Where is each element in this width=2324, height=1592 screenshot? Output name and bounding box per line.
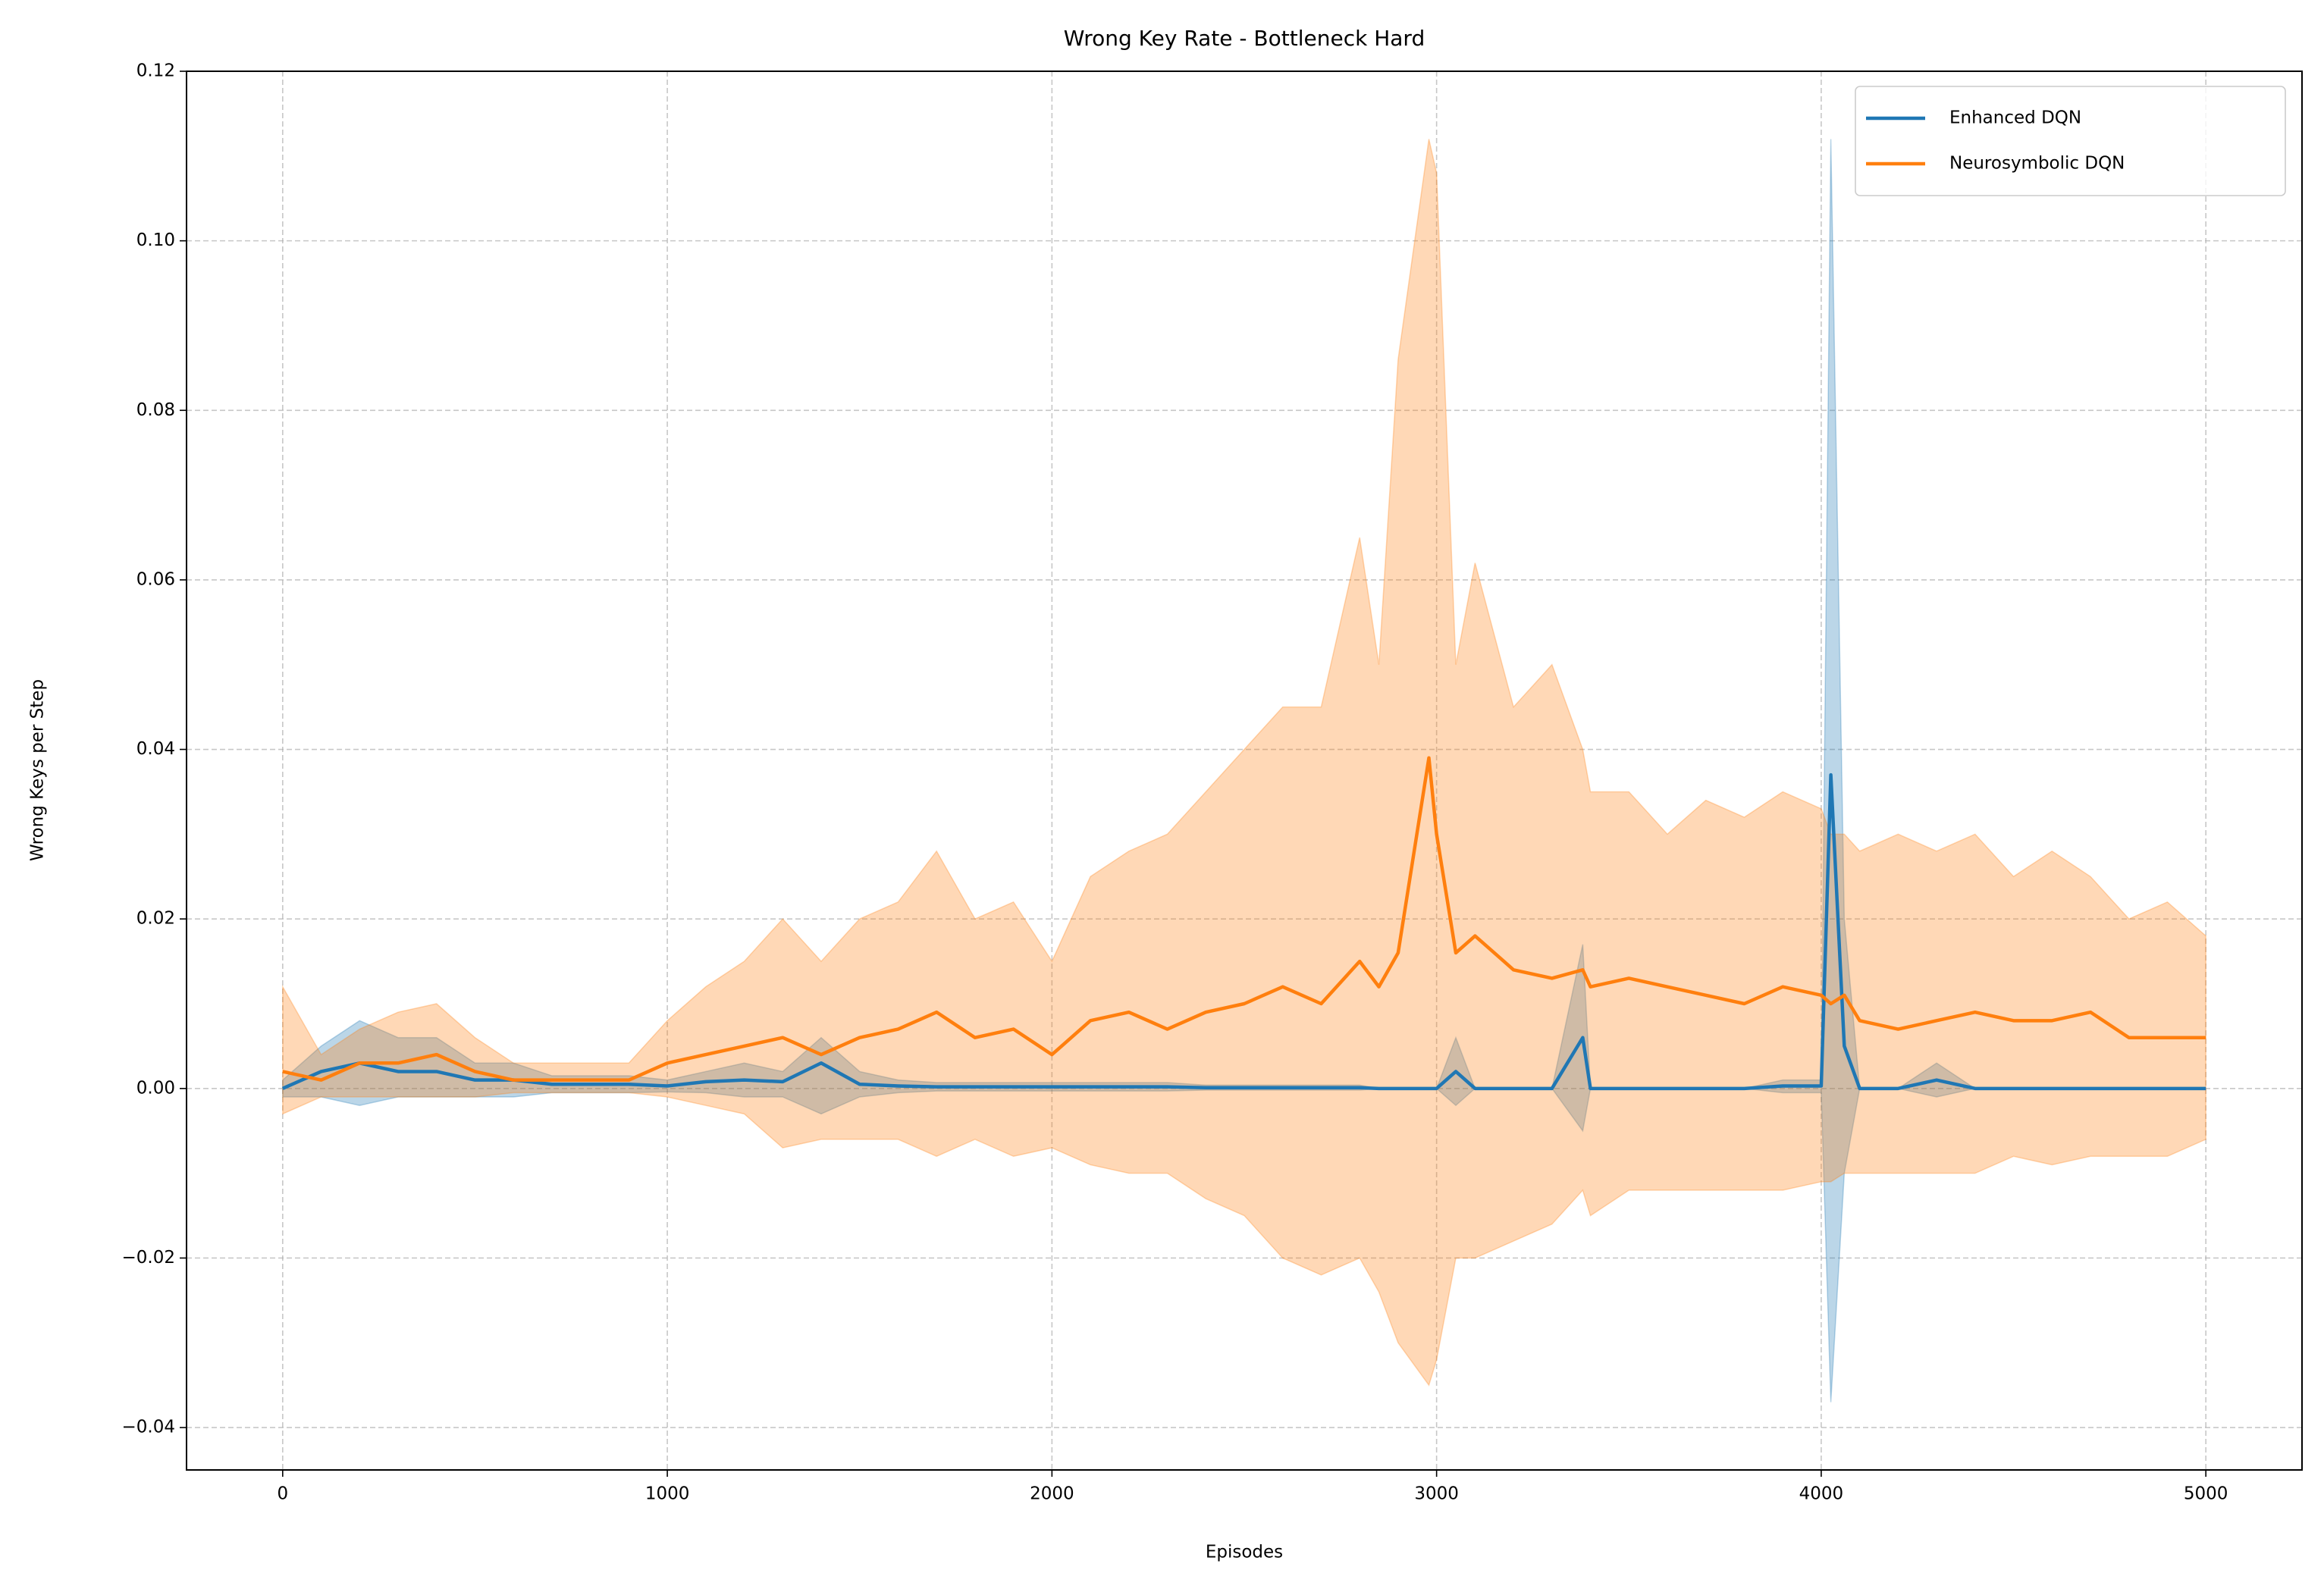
y-tick-label: −0.02 (122, 1248, 175, 1268)
legend-box (1855, 86, 2286, 196)
x-tick-label: 0 (277, 1484, 288, 1504)
y-tick-label: 0.08 (136, 400, 175, 420)
y-tick-label: −0.04 (122, 1418, 175, 1437)
y-axis-label: Wrong Keys per Step (28, 679, 48, 861)
series-line (281, 772, 2206, 1091)
confidence-band (282, 139, 2206, 1387)
x-tick-label: 1000 (645, 1484, 690, 1504)
x-tick-label: 4000 (1799, 1484, 1844, 1504)
y-tick-label: 0.00 (136, 1078, 175, 1098)
y-tick-label: 0.12 (136, 61, 175, 81)
legend-label: Enhanced DQN (1949, 108, 2081, 128)
x-axis-label: Episodes (1206, 1543, 1283, 1562)
plot-area (281, 139, 2206, 1402)
y-tick-label: 0.02 (136, 909, 175, 929)
legend: Enhanced DQN Neurosymbolic DQN (1855, 86, 2286, 196)
legend-label: Neurosymbolic DQN (1949, 154, 2125, 174)
axes-frame (186, 71, 2303, 1471)
chart-title: Wrong Key Rate - Bottleneck Hard (1064, 26, 1425, 51)
y-tick-label: 0.04 (136, 739, 175, 759)
y-tick-label: 0.06 (136, 569, 175, 589)
series-line (282, 756, 2206, 1082)
x-tick-label: 3000 (1414, 1484, 1459, 1504)
y-tick-label: 0.10 (136, 230, 175, 250)
x-tick-label: 2000 (1030, 1484, 1074, 1504)
ticks: 0 1000 2000 3000 4000 5000 −0.04 −0.02 0.00 0.02 0… (122, 61, 2228, 1504)
x-tick-label: 5000 (2184, 1484, 2228, 1504)
